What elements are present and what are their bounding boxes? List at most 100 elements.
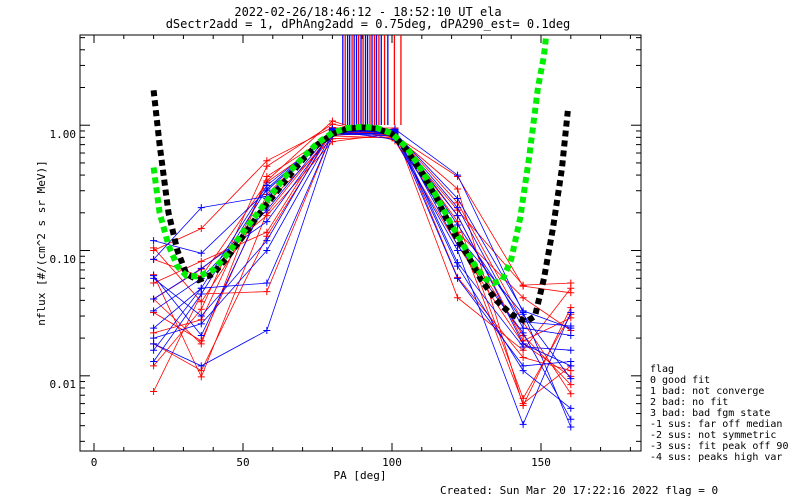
series-line <box>153 129 572 420</box>
axis-ticks <box>80 35 641 451</box>
data-point-marker <box>567 309 575 317</box>
data-point-marker <box>454 247 462 255</box>
legend-item: 0 good fit <box>650 375 710 386</box>
data-point-marker <box>263 279 271 287</box>
data-point-marker <box>454 212 462 220</box>
data-point-marker <box>197 249 205 257</box>
data-point-marker <box>197 204 205 212</box>
data-point-marker <box>567 390 575 398</box>
x-tick-label: 0 <box>91 456 98 469</box>
data-point-marker <box>197 362 205 370</box>
data-point-marker <box>454 171 462 179</box>
data-point-marker <box>567 375 575 383</box>
data-point-marker <box>197 264 205 272</box>
series-line <box>153 127 571 371</box>
series-line <box>153 132 571 367</box>
data-point-marker <box>454 195 462 203</box>
data-point-marker <box>263 157 271 165</box>
data-point-marker <box>150 387 158 395</box>
data-point-marker <box>197 331 205 339</box>
data-point-marker <box>567 362 575 370</box>
legend-item: -3 sus: fit peak off 90 <box>650 441 788 452</box>
data-point-marker <box>567 346 575 354</box>
legend-title: flag <box>650 364 674 375</box>
data-point-marker <box>150 255 158 263</box>
data-point-marker <box>263 326 271 334</box>
data-point-marker <box>197 305 205 313</box>
series-line <box>153 136 571 303</box>
data-point-marker <box>197 298 205 306</box>
data-point-marker <box>519 354 527 362</box>
data-point-marker <box>263 228 271 236</box>
legend-item: -4 sus: peaks high var <box>650 452 782 463</box>
data-point-marker <box>519 420 527 428</box>
y-tick-label: 0.01 <box>50 378 77 391</box>
data-point-marker <box>197 312 205 320</box>
legend-item: 2 bad: no fit <box>650 397 728 408</box>
data-point-marker <box>519 294 527 302</box>
legend-item: -1 sus: far off median <box>650 419 782 430</box>
data-point-marker <box>328 117 336 125</box>
data-point-marker <box>567 415 575 423</box>
data-point-marker <box>150 307 158 315</box>
chart-title-line1: 2022-02-26/18:46:12 - 18:52:10 UT ela <box>234 5 501 19</box>
data-point-marker <box>454 221 462 229</box>
series-line <box>153 128 572 428</box>
data-point-marker <box>519 362 527 370</box>
series-line <box>153 132 572 379</box>
data-point-marker <box>197 340 205 348</box>
data-point-marker <box>263 172 271 180</box>
x-tick-label: 100 <box>382 456 402 469</box>
x-tick-label: 50 <box>236 456 249 469</box>
series-line <box>153 131 572 378</box>
data-point-marker <box>150 346 158 354</box>
data-point-marker <box>454 274 462 282</box>
data-point-marker <box>567 331 575 339</box>
y-axis-label: nflux [#/(cm^2 s sr MeV)] <box>35 160 48 326</box>
legend-item: 1 bad: not converge <box>650 386 764 397</box>
x-tick-labels: 0 50 100 150 <box>91 456 551 469</box>
y-tick-label: 0.10 <box>50 253 77 266</box>
data-point-marker <box>150 295 158 303</box>
y-tick-label: 1.00 <box>50 128 77 141</box>
x-tick-label: 150 <box>531 456 551 469</box>
legend-item: 3 bad: bad fgm state <box>650 408 770 419</box>
data-point-marker <box>567 322 575 330</box>
data-point-marker <box>263 218 271 226</box>
data-point-marker <box>150 334 158 342</box>
chart-title-line2: dSectr2add = 1, dPhAng2add = 0.75deg, dP… <box>166 17 571 31</box>
data-point-marker <box>567 404 575 412</box>
data-point-marker <box>519 324 527 332</box>
data-point-marker <box>150 237 158 245</box>
x-axis-label: PA [deg] <box>334 469 387 482</box>
y-tick-labels: 0.01 0.10 1.00 <box>50 128 77 391</box>
data-point-marker <box>454 204 462 212</box>
data-point-marker <box>197 284 205 292</box>
fit-line-black <box>150 89 571 326</box>
data-point-marker <box>567 279 575 287</box>
legend-item: -2 sus: not symmetric <box>650 430 776 441</box>
data-point-marker <box>197 373 205 381</box>
data-point-marker <box>150 244 158 252</box>
vertical-markers <box>342 35 402 125</box>
data-point-marker <box>454 294 462 302</box>
data-point-marker <box>567 423 575 431</box>
footer-created: Created: Sun Mar 20 17:22:16 2022 flag =… <box>440 484 718 497</box>
data-point-marker <box>519 310 527 318</box>
data-point-marker <box>150 324 158 332</box>
data-series <box>150 117 575 431</box>
data-point-marker <box>263 182 271 190</box>
data-point-marker <box>150 274 158 282</box>
series-line <box>153 123 571 367</box>
series-line <box>153 126 571 342</box>
data-point-marker <box>197 257 205 265</box>
series-line <box>153 131 571 367</box>
data-point-marker <box>150 358 158 366</box>
data-point-marker <box>263 247 271 255</box>
fit-line-green <box>150 35 550 287</box>
data-point-marker <box>567 381 575 389</box>
data-point-marker <box>454 185 462 193</box>
data-point-marker <box>197 320 205 328</box>
data-point-marker <box>263 288 271 296</box>
